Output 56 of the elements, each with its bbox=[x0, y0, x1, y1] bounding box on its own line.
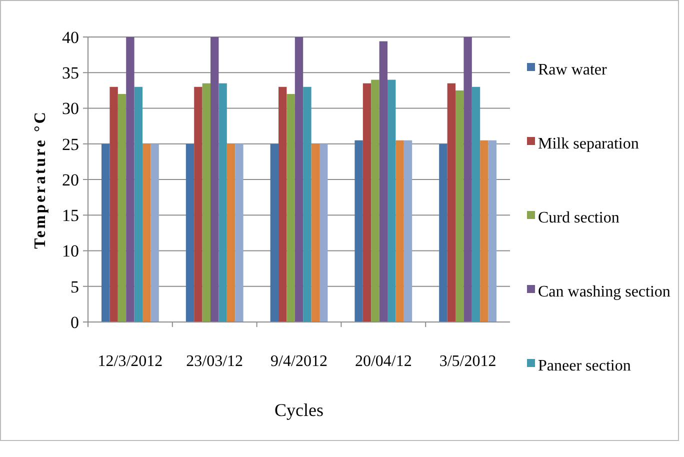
bar bbox=[371, 80, 380, 322]
bar bbox=[278, 86, 287, 322]
bar bbox=[286, 94, 295, 322]
bar bbox=[303, 86, 312, 322]
x-tick-label: 3/5/2012 bbox=[439, 353, 496, 370]
bar bbox=[186, 144, 194, 322]
bar bbox=[270, 144, 279, 322]
bar bbox=[354, 140, 363, 322]
bar bbox=[362, 83, 372, 322]
y-tick-label: 20 bbox=[62, 170, 79, 190]
legend-label: Milk separation bbox=[538, 136, 639, 153]
bar bbox=[388, 80, 396, 322]
x-axis-title: Cycles bbox=[274, 400, 324, 420]
bar bbox=[464, 37, 472, 322]
bar bbox=[311, 144, 320, 322]
legend-label: Can washing section bbox=[538, 284, 670, 301]
x-tick-label: 20/04/12 bbox=[354, 353, 412, 370]
legend-label: Curd section bbox=[538, 210, 620, 227]
bar bbox=[472, 86, 480, 322]
y-tick-label: 10 bbox=[62, 242, 79, 261]
y-axis-title: Temperature °C bbox=[32, 110, 49, 249]
y-tick-label: 30 bbox=[62, 99, 79, 118]
y-tick-label: 25 bbox=[62, 134, 79, 154]
x-tick-label: 12/3/2012 bbox=[98, 353, 163, 370]
bar bbox=[488, 140, 496, 322]
bar bbox=[202, 83, 210, 322]
legend-label: Raw water bbox=[538, 62, 608, 79]
bar bbox=[447, 83, 456, 322]
y-tick-label: 0 bbox=[70, 312, 79, 332]
bar bbox=[134, 86, 142, 322]
y-tick-label: 15 bbox=[62, 206, 79, 226]
x-tick-label: 23/03/12 bbox=[186, 353, 244, 370]
bar bbox=[294, 37, 304, 322]
bar bbox=[126, 37, 134, 322]
bar bbox=[319, 144, 328, 322]
x-tick-label: 9/4/2012 bbox=[270, 353, 328, 370]
bar bbox=[480, 140, 488, 322]
y-tick-label: 5 bbox=[70, 277, 79, 296]
bar bbox=[379, 41, 388, 322]
bar bbox=[404, 140, 412, 322]
bar bbox=[102, 144, 110, 322]
bar bbox=[118, 94, 126, 322]
bar bbox=[396, 140, 404, 322]
legend-label: Paneer section bbox=[538, 358, 631, 375]
bar bbox=[439, 144, 448, 322]
bar bbox=[218, 83, 227, 322]
bar bbox=[110, 86, 118, 322]
bar bbox=[150, 144, 159, 322]
bar bbox=[235, 144, 244, 322]
bar bbox=[210, 37, 219, 322]
bar bbox=[226, 144, 236, 322]
y-tick-label: 35 bbox=[62, 64, 79, 83]
bar bbox=[142, 144, 151, 322]
bar bbox=[456, 90, 464, 322]
y-tick-label: 40 bbox=[62, 28, 79, 47]
bar bbox=[194, 86, 202, 322]
